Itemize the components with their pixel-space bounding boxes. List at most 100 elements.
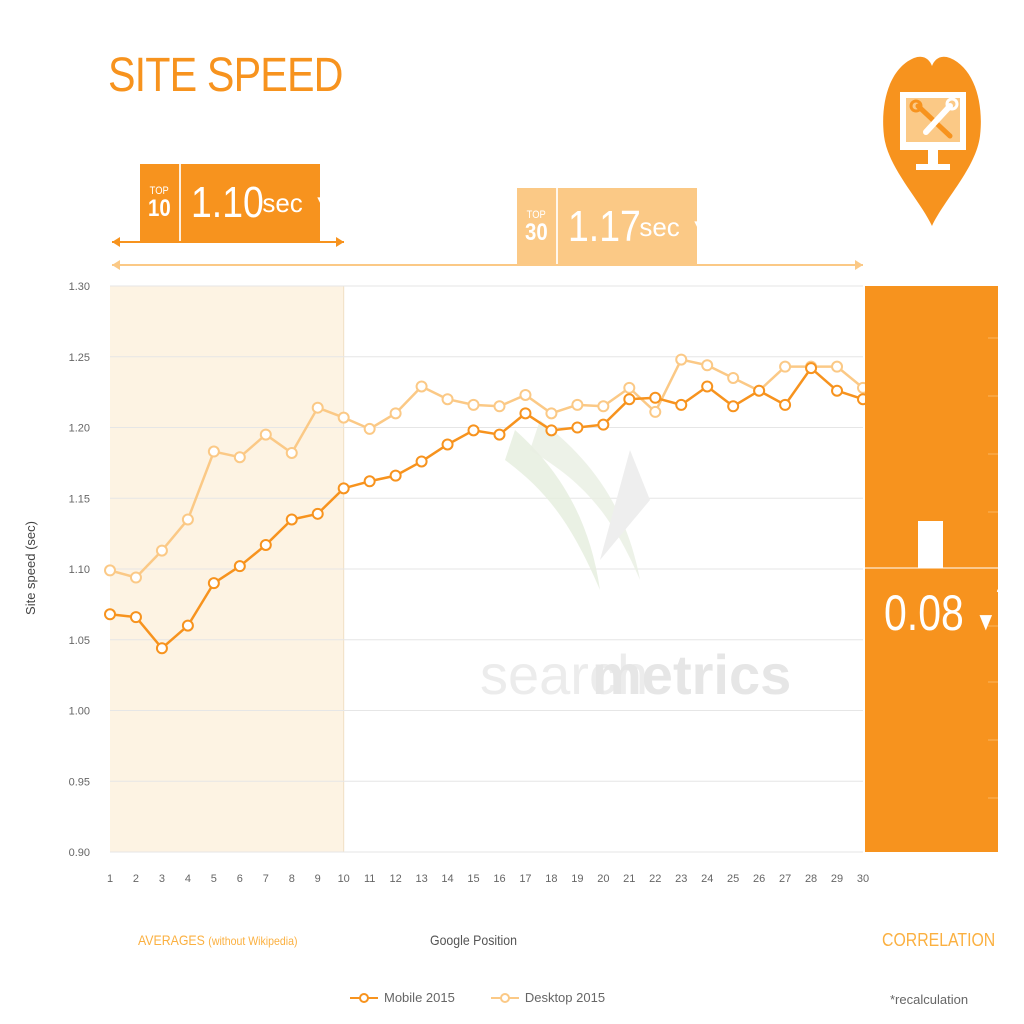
x-tick-label: 20 — [597, 873, 609, 885]
x-tick-label: 14 — [441, 873, 453, 885]
top10-value: 1.10 — [190, 178, 264, 227]
data-point-mobile — [285, 513, 298, 526]
legend-item-desktop: Desktop 2015 — [490, 990, 606, 1005]
x-axis-title: Google Position — [430, 932, 517, 948]
data-point-mobile — [727, 400, 740, 413]
top10-down-arrow-icon: ▼ — [312, 190, 335, 215]
x-tick-label: 9 — [315, 873, 321, 885]
top10-average-badge: TOP 10 1.10 sec ▼ — [140, 164, 335, 242]
data-point-desktop — [727, 371, 740, 384]
data-point-mobile — [207, 577, 220, 590]
data-point-desktop — [571, 398, 584, 411]
top30-down-arrow-icon: ▼ — [689, 214, 712, 239]
data-point-desktop — [259, 428, 272, 441]
x-tick-label: 21 — [623, 873, 635, 885]
x-tick-label: 13 — [415, 873, 427, 885]
data-point-mobile — [519, 407, 532, 420]
data-point-desktop — [181, 513, 194, 526]
page-title: SITE SPEED — [108, 49, 343, 102]
data-point-desktop — [675, 353, 688, 366]
data-point-mobile — [129, 611, 142, 624]
data-point-desktop — [467, 398, 480, 411]
data-point-desktop — [701, 359, 714, 372]
x-tick-label: 29 — [831, 873, 843, 885]
data-point-desktop — [207, 445, 220, 458]
data-point-mobile — [623, 393, 636, 406]
top30-unit: sec — [639, 211, 680, 242]
data-point-mobile — [545, 424, 558, 437]
data-point-desktop — [129, 571, 142, 584]
data-point-mobile — [597, 418, 610, 431]
data-point-mobile — [363, 475, 376, 488]
y-tick-label: 0.90 — [69, 847, 90, 859]
top30-average-badge: TOP 30 1.17 sec ▼ — [517, 188, 712, 266]
y-tick-label: 1.30 — [69, 281, 90, 293]
y-tick-label: 1.20 — [69, 423, 90, 435]
y-tick-label: 1.10 — [69, 564, 90, 576]
data-point-mobile — [441, 438, 454, 451]
data-point-desktop — [597, 400, 610, 413]
data-point-mobile — [233, 560, 246, 573]
data-point-mobile — [389, 469, 402, 482]
averages-note: (without Wikipedia) — [208, 934, 298, 948]
x-tick-label: 18 — [545, 873, 557, 885]
top10-rank: TOP 10 — [140, 164, 181, 242]
x-tick-label: 24 — [701, 873, 713, 885]
legend-desktop-label: Desktop 2015 — [524, 990, 606, 1005]
data-point-desktop — [623, 381, 636, 394]
x-tick-label: 16 — [493, 873, 505, 885]
data-point-desktop — [285, 446, 298, 459]
x-tick-label: 25 — [727, 873, 739, 885]
data-point-desktop — [155, 544, 168, 557]
x-tick-label: 3 — [159, 873, 165, 885]
x-tick-label: 11 — [364, 873, 375, 885]
data-point-desktop — [779, 360, 792, 373]
data-point-desktop — [415, 380, 428, 393]
data-point-mobile — [831, 384, 844, 397]
averages-label: AVERAGES (without Wikipedia) — [138, 932, 298, 948]
data-point-mobile — [571, 421, 584, 434]
footnote: *recalculation — [890, 992, 969, 1007]
data-point-desktop — [363, 422, 376, 435]
data-point-mobile — [467, 424, 480, 437]
x-tick-label: 10 — [338, 873, 350, 885]
correlation-bar-background — [865, 286, 998, 852]
x-tick-label: 5 — [211, 873, 217, 885]
data-point-mobile — [675, 398, 688, 411]
x-tick-label: 30 — [857, 873, 869, 885]
top30-value-group: 1.17 sec ▼ — [558, 188, 722, 266]
x-tick-label: 19 — [571, 873, 583, 885]
legend-desktop-marker-icon — [490, 992, 519, 1003]
x-tick-label: 7 — [263, 873, 269, 885]
top30-value: 1.17 — [567, 202, 641, 251]
correlation-number: 0.08 — [884, 585, 964, 641]
data-point-desktop — [545, 407, 558, 420]
top10-rank-number: 10 — [148, 195, 171, 222]
correlation-label: CORRELATION — [882, 930, 996, 950]
watermark-metrics: metrics — [592, 643, 791, 706]
y-tick-label: 1.25 — [69, 352, 90, 364]
x-tick-label: 2 — [133, 873, 139, 885]
x-tick-label: 17 — [519, 873, 531, 885]
x-tick-label: 26 — [753, 873, 765, 885]
y-tick-label: 1.15 — [69, 493, 90, 505]
correlation-value-bar — [918, 521, 943, 568]
data-point-mobile — [649, 391, 662, 404]
x-tick-label: 27 — [779, 873, 791, 885]
data-point-desktop — [311, 401, 324, 414]
y-tick-label: 1.00 — [69, 706, 90, 718]
y-axis-label: Site speed (sec) — [23, 521, 38, 615]
legend-mobile-label: Mobile 2015 — [384, 990, 455, 1005]
x-tick-label: 15 — [467, 873, 479, 885]
data-point-mobile — [415, 455, 428, 468]
data-point-desktop — [831, 360, 844, 373]
x-tick-label: 4 — [185, 873, 191, 885]
data-point-mobile — [155, 642, 168, 655]
correlation-asterisk: * — [996, 578, 1008, 619]
x-tick-label: 8 — [289, 873, 295, 885]
watermark: search metrics — [480, 420, 791, 706]
top10-unit: sec — [262, 187, 303, 218]
data-point-desktop — [519, 388, 532, 401]
